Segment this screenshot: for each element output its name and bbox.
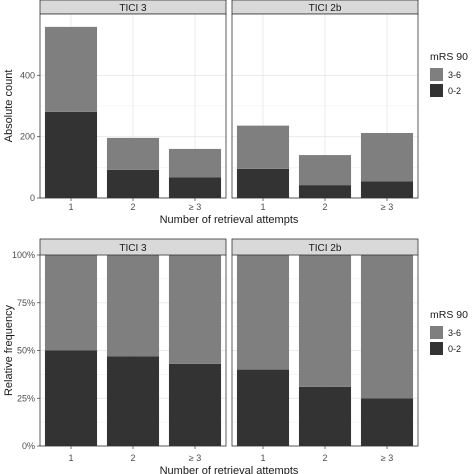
bar-segment-0-2	[106, 356, 160, 446]
bar-segment-3-6	[298, 255, 352, 387]
x-tick-label: 1	[68, 453, 73, 463]
y-tick-label: 0	[30, 193, 35, 203]
bar-segment-0-2	[44, 111, 98, 198]
y-axis-title: Relative frequency	[3, 304, 15, 396]
legend-swatch-0-2	[430, 342, 443, 355]
x-tick-label: ≥ 3	[189, 453, 201, 463]
y-tick-label: 100%	[12, 250, 35, 260]
y-tick-label: 200	[20, 132, 35, 142]
x-tick-label: 2	[322, 202, 327, 212]
bar-segment-0-2	[168, 177, 222, 198]
bar-segment-0-2	[236, 168, 290, 198]
x-tick-label: 1	[260, 202, 265, 212]
bar-segment-3-6	[298, 155, 352, 186]
legend-swatch-3-6	[430, 326, 443, 339]
legend-1: mRS 90 3-6 0-2	[430, 309, 468, 355]
legend-title: mRS 90	[430, 51, 468, 63]
bar-segment-3-6	[236, 255, 290, 370]
facet-panel-1-0: TICI 3 1 2 ≥ 3 0% 25% 50% 75% 100%	[12, 238, 227, 463]
legend-item-label: 0-2	[448, 344, 461, 354]
bar-segment-0-2	[298, 185, 352, 198]
legend-swatch-0-2	[430, 84, 443, 97]
x-tick-label: 1	[68, 202, 73, 212]
legend-item-label: 3-6	[448, 328, 461, 338]
x-tick-label: 2	[130, 202, 135, 212]
legend-item-label: 0-2	[448, 86, 461, 96]
x-tick-label: 1	[260, 453, 265, 463]
x-tick-label: ≥ 3	[381, 453, 393, 463]
bar-segment-3-6	[106, 137, 160, 170]
bar-segment-0-2	[44, 350, 98, 446]
y-tick-label: 50%	[17, 346, 35, 356]
chart-1: TICI 3 1 2 ≥ 3 0% 25% 50% 75% 100% TICI 2b 1 2 ≥ 3 Nu…	[3, 238, 468, 474]
facet-label: TICI 2b	[309, 3, 342, 14]
x-tick-label: 2	[130, 453, 135, 463]
y-axis-title: Absolute count	[3, 70, 15, 143]
x-tick-label: ≥ 3	[381, 202, 393, 212]
x-axis-title: Number of retrieval attempts	[160, 214, 299, 226]
legend-0: mRS 90 3-6 0-2	[430, 51, 468, 97]
bar-segment-0-2	[236, 369, 290, 446]
bar-segment-3-6	[236, 125, 290, 169]
y-tick-label: 25%	[17, 393, 35, 403]
bar-segment-0-2	[360, 398, 414, 446]
y-tick-label: 400	[20, 70, 35, 80]
y-tick-label: 75%	[17, 298, 35, 308]
legend-swatch-3-6	[430, 68, 443, 81]
bar-segment-3-6	[168, 148, 222, 178]
legend-item-label: 3-6	[448, 70, 461, 80]
legend-title: mRS 90	[430, 309, 468, 321]
bar-segment-0-2	[106, 169, 160, 198]
bar-segment-3-6	[44, 26, 98, 112]
facet-label: TICI 3	[119, 3, 147, 14]
facet-label: TICI 3	[119, 243, 147, 254]
facet-label: TICI 2b	[309, 243, 342, 254]
facet-panel-1-1: TICI 2b 1 2 ≥ 3	[231, 238, 419, 463]
x-tick-label: 2	[322, 453, 327, 463]
bar-segment-3-6	[360, 255, 414, 399]
bar-segment-3-6	[44, 255, 98, 351]
y-tick-label: 0%	[22, 441, 35, 451]
facet-panel-0-0: TICI 3 1 2 ≥ 3 0 200 400	[20, 0, 227, 212]
bar-segment-0-2	[168, 363, 222, 446]
bar-segment-0-2	[360, 181, 414, 198]
bar-segment-3-6	[106, 255, 160, 357]
bar-segment-3-6	[168, 255, 222, 364]
chart-0: TICI 3 1 2 ≥ 3 0 200 400 TICI 2b 1 2 ≥ 3 Number of …	[3, 0, 468, 226]
bar-segment-3-6	[360, 132, 414, 182]
facet-panel-0-1: TICI 2b 1 2 ≥ 3	[231, 0, 419, 212]
bar-segment-0-2	[298, 386, 352, 446]
x-axis-title: Number of retrieval attempts	[160, 465, 299, 474]
x-tick-label: ≥ 3	[189, 202, 201, 212]
